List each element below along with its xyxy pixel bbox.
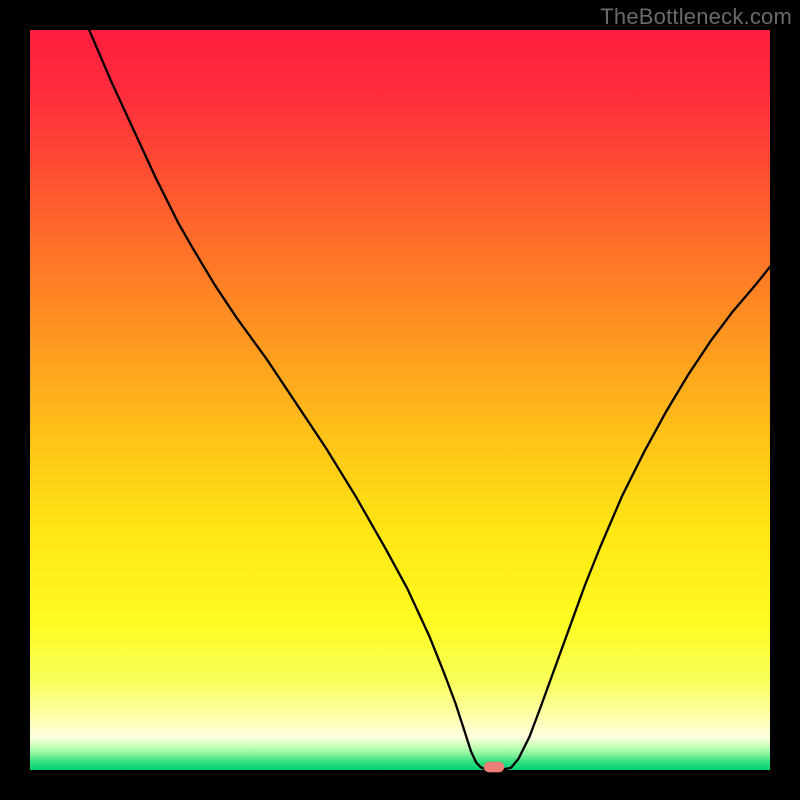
watermark-text: TheBottleneck.com [600, 4, 792, 30]
chart-container [0, 0, 800, 800]
chart-frame: TheBottleneck.com [0, 0, 800, 800]
optimal-point-marker [484, 762, 504, 772]
plot-background-gradient [30, 30, 770, 770]
bottleneck-curve-chart [0, 0, 800, 800]
